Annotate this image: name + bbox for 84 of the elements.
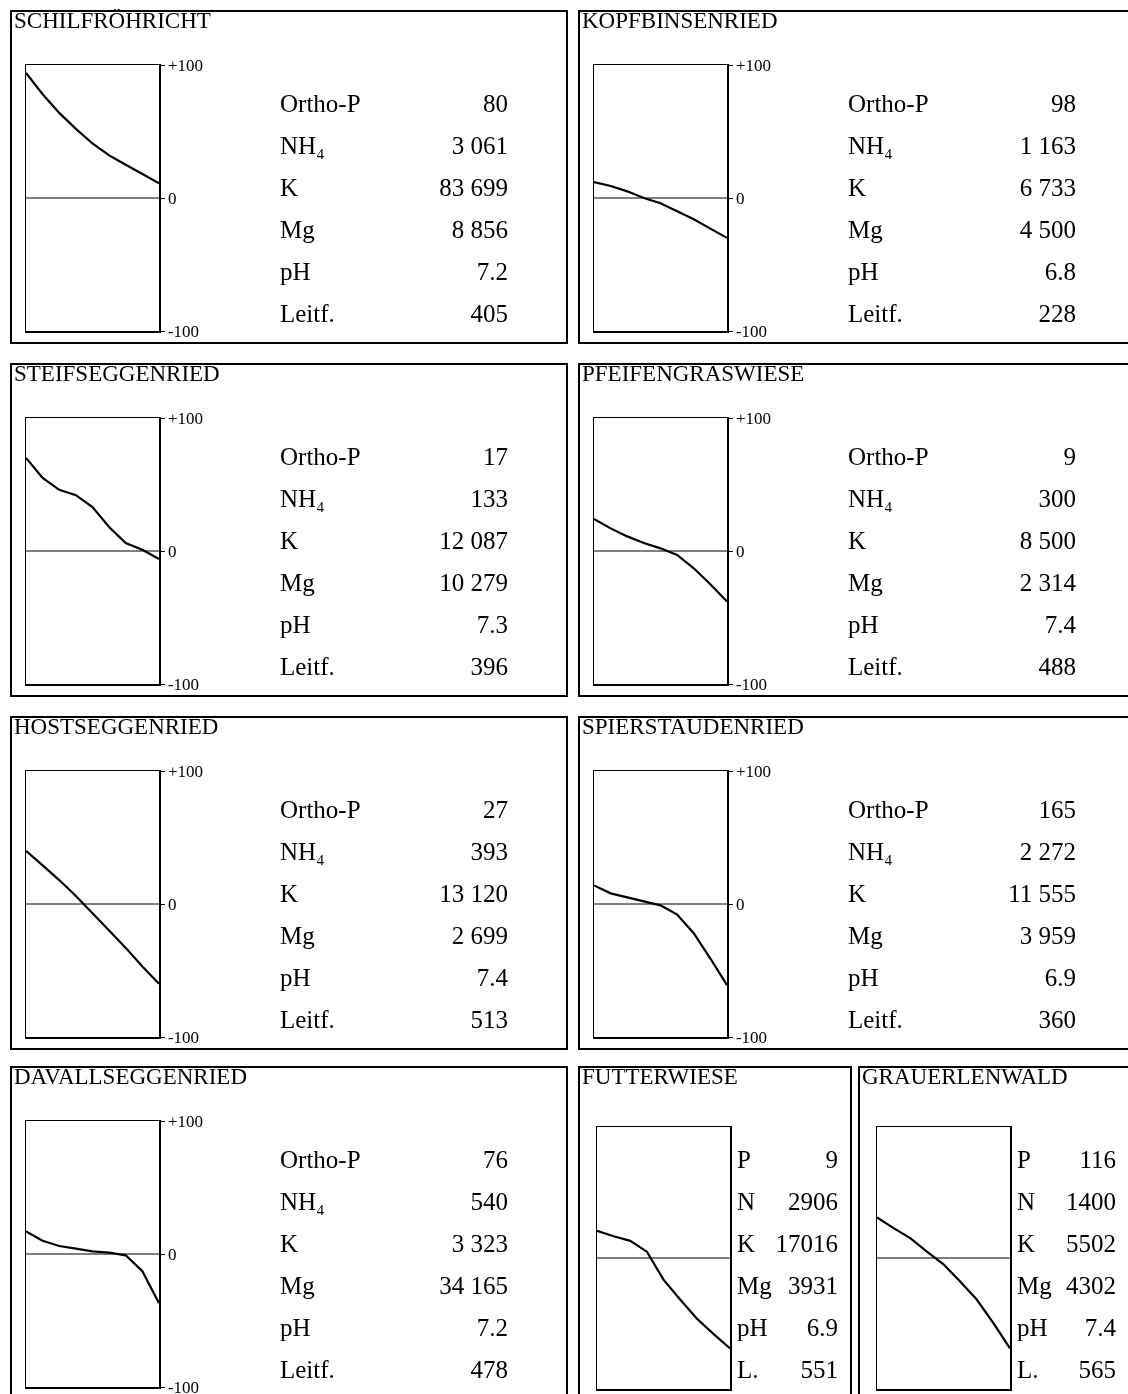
text: pH 6.9 bbox=[737, 1314, 838, 1341]
text: Leitf. 396 bbox=[280, 653, 508, 680]
y-tick-label: +100 bbox=[735, 408, 771, 428]
y-tick-label: -100 bbox=[167, 674, 200, 694]
text: NH₄ 1 163 bbox=[848, 132, 1076, 159]
text: pH 7.2 bbox=[280, 258, 508, 285]
y-tick-label: 0 bbox=[167, 541, 177, 561]
y-tick-label: +100 bbox=[167, 408, 203, 428]
y-tick-label: 0 bbox=[167, 188, 177, 208]
text: pH 7.2 bbox=[280, 1314, 508, 1341]
text: N 2906 bbox=[737, 1188, 838, 1215]
chart-title: FUTTERWIESE bbox=[582, 1064, 738, 1090]
text: pH 7.4 bbox=[280, 964, 508, 991]
chart-title: PFEIFENGRASWIESE bbox=[582, 361, 805, 387]
chart-title: DAVALLSEGGENRIED bbox=[14, 1064, 247, 1090]
y-tick-label: -100 bbox=[735, 1027, 768, 1047]
text: Ortho-P 27 bbox=[280, 796, 508, 823]
text: Mg 3931 bbox=[737, 1272, 838, 1300]
y-tick-label: 0 bbox=[735, 188, 745, 208]
text: pH 7.4 bbox=[1017, 1314, 1116, 1341]
text: K 83 699 bbox=[280, 174, 508, 201]
text: NH₄ 393 bbox=[280, 838, 508, 865]
text: Mg 4 500 bbox=[848, 216, 1076, 243]
text: K 5502 bbox=[1017, 1230, 1116, 1257]
y-tick-label: 0 bbox=[167, 894, 177, 914]
text: K 8 500 bbox=[848, 527, 1076, 554]
text: Ortho-P 98 bbox=[848, 90, 1076, 117]
text: Mg 3 959 bbox=[848, 922, 1076, 949]
text: L. 551 bbox=[737, 1356, 838, 1383]
chart-title: KOPFBINSENRIED bbox=[582, 8, 778, 34]
text: Leitf. 360 bbox=[848, 1006, 1076, 1033]
text: K 6 733 bbox=[848, 174, 1076, 201]
text: Mg 2 699 bbox=[280, 922, 508, 949]
text: Ortho-P 80 bbox=[280, 90, 508, 117]
text: pH 7.4 bbox=[848, 611, 1076, 638]
chart-title: GRAUERLENWALD bbox=[862, 1064, 1068, 1090]
y-tick-label: -100 bbox=[167, 1377, 200, 1394]
chart-title: HOSTSEGGENRIED bbox=[14, 714, 219, 740]
text: K 3 323 bbox=[280, 1230, 508, 1257]
text: NH₄ 540 bbox=[280, 1188, 508, 1215]
y-tick-label: -100 bbox=[167, 1027, 200, 1047]
y-tick-label: -100 bbox=[167, 321, 200, 341]
text: K 12 087 bbox=[280, 527, 508, 554]
y-tick-label: 0 bbox=[735, 894, 745, 914]
y-tick-label: -100 bbox=[735, 674, 768, 694]
text: P 9 bbox=[737, 1146, 838, 1173]
y-tick-label: -100 bbox=[735, 321, 768, 341]
text: NH₄ 133 bbox=[280, 485, 508, 512]
text: Leitf. 513 bbox=[280, 1006, 508, 1033]
text: N 1400 bbox=[1017, 1188, 1116, 1215]
text: K 17016 bbox=[737, 1230, 838, 1258]
text: pH 6.8 bbox=[848, 258, 1076, 285]
text: Mg 8 856 bbox=[280, 216, 508, 243]
chart-title: SCHILFRÖHRICHT bbox=[14, 8, 211, 34]
y-tick-label: 0 bbox=[735, 541, 745, 561]
text: Leitf. 478 bbox=[280, 1356, 508, 1383]
y-tick-label: +100 bbox=[167, 761, 203, 781]
text: Leitf. 405 bbox=[280, 300, 508, 327]
text: Mg 4302 bbox=[1017, 1272, 1116, 1300]
text: Mg 34 165 bbox=[280, 1272, 508, 1299]
y-tick-label: +100 bbox=[735, 761, 771, 781]
text: P 116 bbox=[1017, 1146, 1116, 1173]
text: K 11 555 bbox=[848, 880, 1076, 907]
text: Ortho-P 9 bbox=[848, 443, 1076, 470]
text: K 13 120 bbox=[280, 880, 508, 907]
y-tick-label: +100 bbox=[167, 55, 203, 75]
text: Mg 2 314 bbox=[848, 569, 1076, 596]
text: Mg 10 279 bbox=[280, 569, 508, 596]
y-tick-label: +100 bbox=[167, 1111, 203, 1131]
text: L. 565 bbox=[1017, 1356, 1116, 1383]
text: NH₄ 300 bbox=[848, 485, 1076, 512]
text: Ortho-P 17 bbox=[280, 443, 508, 470]
text: pH 7.3 bbox=[280, 611, 508, 638]
text: NH₄ 2 272 bbox=[848, 838, 1076, 865]
chart-title: SPIERSTAUDENRIED bbox=[582, 714, 804, 740]
text: pH 6.9 bbox=[848, 964, 1076, 991]
chart-title: STEIFSEGGENRIED bbox=[14, 361, 220, 387]
text: Ortho-P 76 bbox=[280, 1146, 508, 1173]
text: Ortho-P 165 bbox=[848, 796, 1076, 823]
y-tick-label: +100 bbox=[735, 55, 771, 75]
text: NH₄ 3 061 bbox=[280, 132, 508, 159]
text: Leitf. 488 bbox=[848, 653, 1076, 680]
text: Leitf. 228 bbox=[848, 300, 1076, 327]
y-tick-label: 0 bbox=[167, 1244, 177, 1264]
